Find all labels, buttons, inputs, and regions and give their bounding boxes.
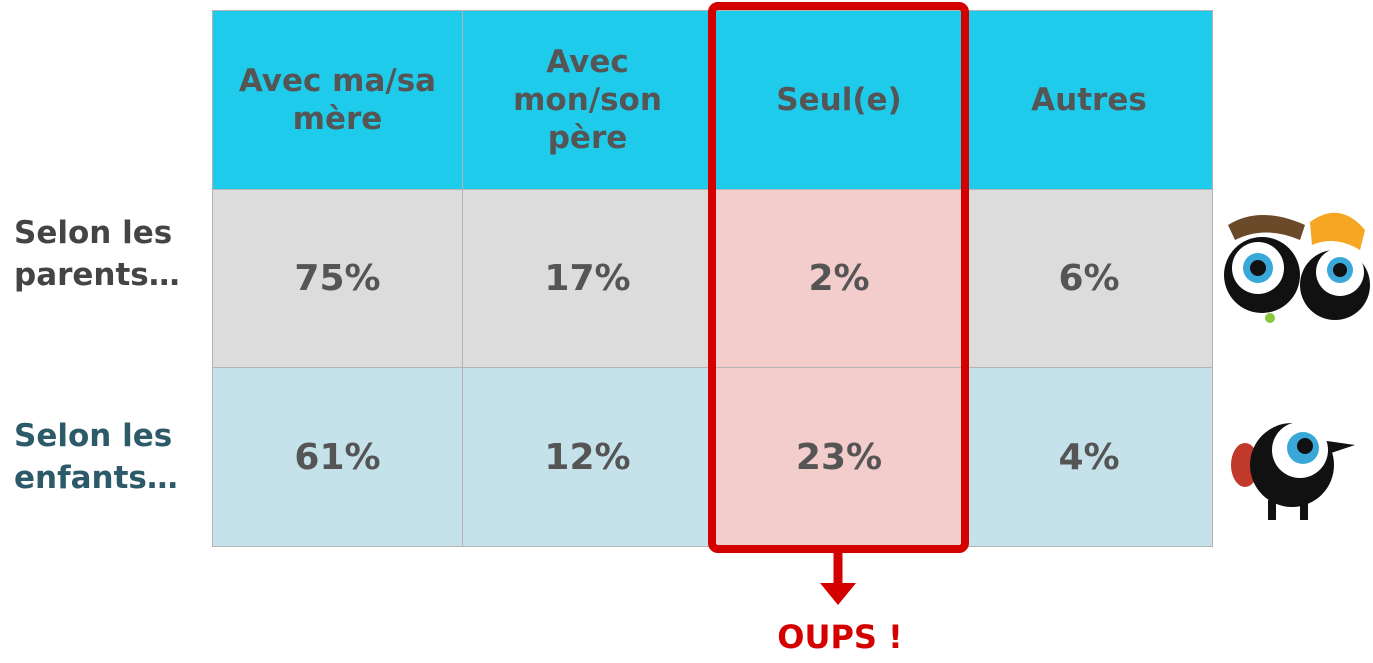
page: Avec ma/sa mère Avec mon/son père Seul(e… [0, 0, 1373, 663]
arrow-head [820, 583, 856, 605]
callout-text: OUPS ! [740, 618, 940, 656]
highlight-box [712, 6, 965, 549]
overlay [0, 0, 1373, 663]
child-character [1231, 422, 1355, 520]
parent-characters [1224, 213, 1370, 323]
